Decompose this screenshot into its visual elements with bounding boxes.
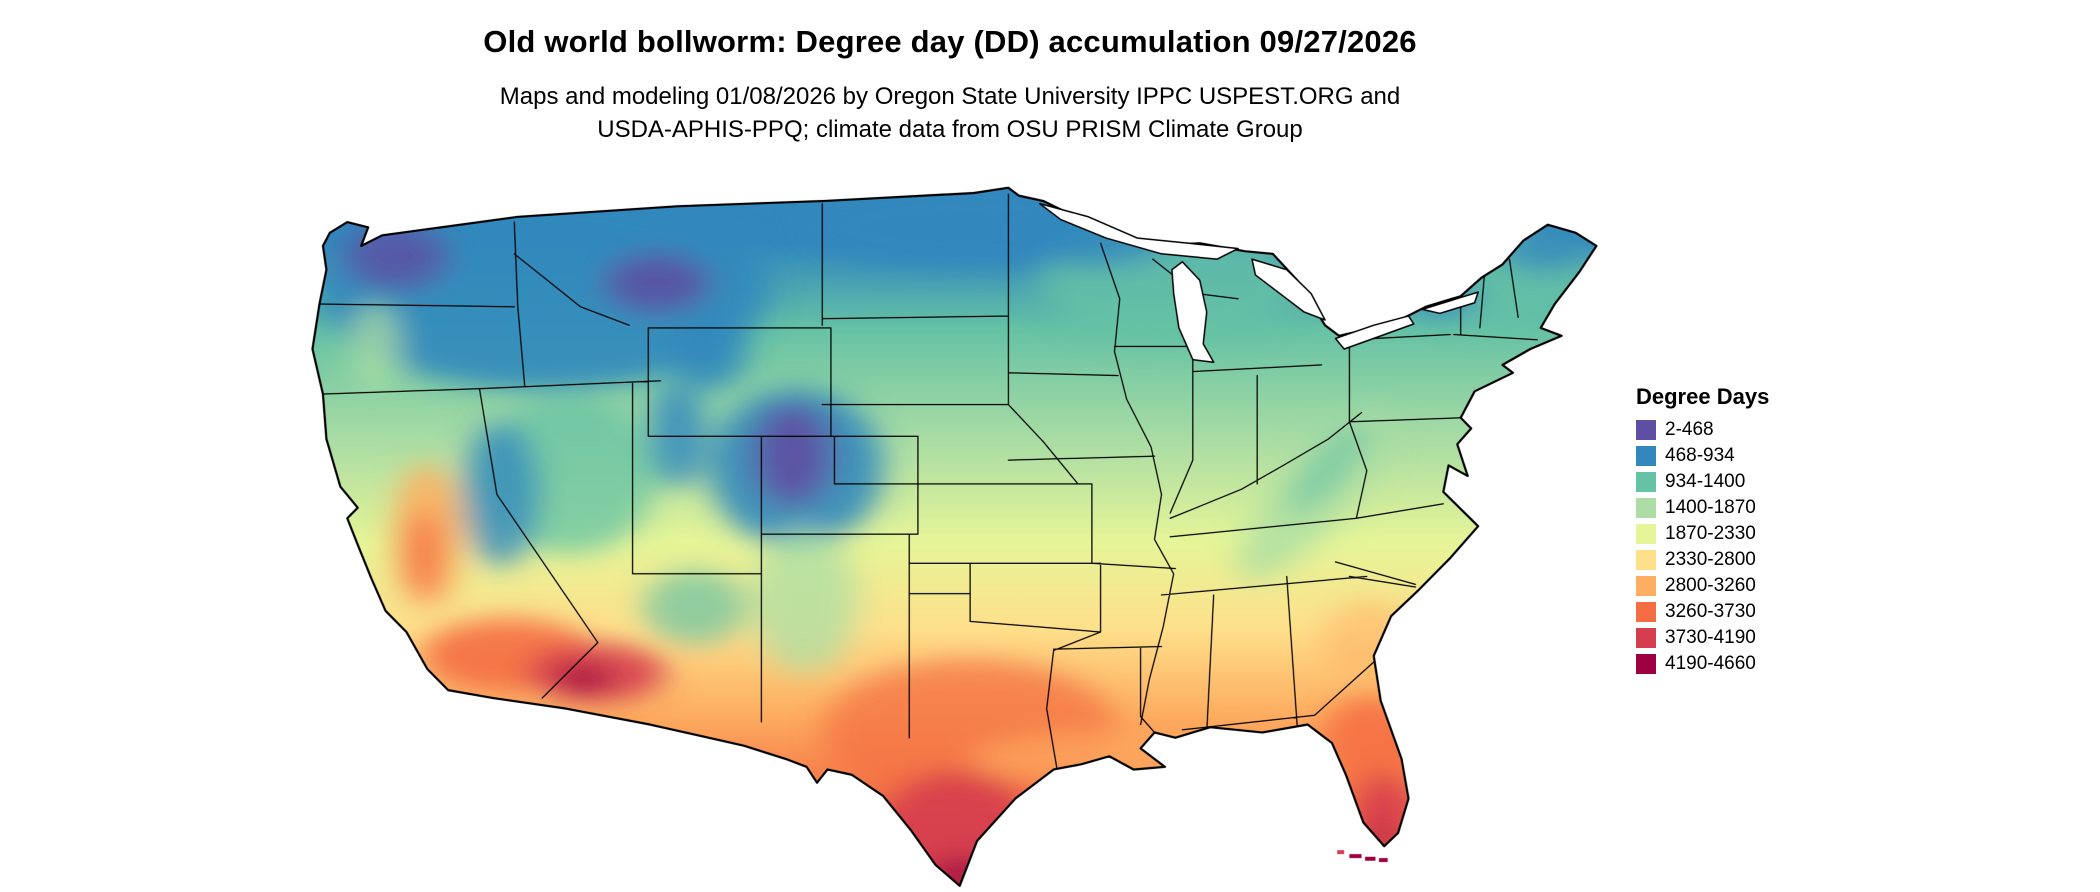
legend-entry: 4190-4660 — [1636, 654, 1769, 674]
legend-entry: 934-1400 — [1636, 472, 1769, 492]
subtitle-line-1: Maps and modeling 01/08/2026 by Oregon S… — [499, 83, 1401, 110]
legend-label: 1870-2330 — [1665, 523, 1756, 544]
florida-keys-marks — [1337, 850, 1388, 863]
degree-day-raster — [312, 187, 1597, 886]
legend-entry: 1870-2330 — [1636, 524, 1769, 544]
legend-swatch — [1636, 654, 1656, 674]
legend-swatch — [1636, 420, 1656, 440]
state-borders — [319, 194, 1537, 769]
legend-swatch — [1636, 446, 1656, 466]
legend-label: 2330-2800 — [1665, 549, 1756, 570]
legend-label: 3260-3730 — [1665, 601, 1756, 622]
legend-label: 2-468 — [1665, 419, 1714, 440]
lake-michigan — [1172, 262, 1214, 362]
lake-ontario — [1422, 292, 1478, 313]
lake-huron — [1252, 259, 1325, 320]
legend-swatch — [1636, 498, 1656, 518]
legend: Degree Days 2-468 468-934 934-1400 1400-187… — [1636, 384, 1769, 674]
legend-swatch — [1636, 576, 1656, 596]
legend-entry: 2330-2800 — [1636, 550, 1769, 570]
legend-entry: 2-468 — [1636, 420, 1769, 440]
us-outline — [312, 188, 1596, 886]
legend-swatch — [1636, 524, 1656, 544]
legend-entries: 2-468 468-934 934-1400 1400-1870 1870-2330 23… — [1636, 420, 1769, 674]
legend-label: 468-934 — [1665, 445, 1735, 466]
great-lakes — [1040, 204, 1478, 363]
legend-entry: 2800-3260 — [1636, 576, 1769, 596]
lake-erie — [1335, 316, 1413, 349]
legend-entry: 3730-4190 — [1636, 628, 1769, 648]
legend-label: 4190-4660 — [1665, 653, 1756, 674]
legend-entry: 1400-1870 — [1636, 498, 1769, 518]
us-degree-day-map — [222, 177, 1666, 892]
legend-swatch — [1636, 550, 1656, 570]
legend-label: 1400-1870 — [1665, 497, 1756, 518]
legend-label: 934-1400 — [1665, 471, 1746, 492]
page-subtitle: Maps and modeling 01/08/2026 by Oregon S… — [0, 80, 1900, 146]
legend-swatch — [1636, 602, 1656, 622]
subtitle-line-2: USDA-APHIS-PPQ; climate data from OSU PR… — [597, 116, 1303, 143]
legend-label: 2800-3260 — [1665, 575, 1756, 596]
legend-title: Degree Days — [1636, 384, 1770, 409]
legend-swatch — [1636, 628, 1656, 648]
legend-label: 3730-4190 — [1665, 627, 1756, 648]
legend-entry: 3260-3730 — [1636, 602, 1769, 622]
legend-swatch — [1636, 472, 1656, 492]
legend-entry: 468-934 — [1636, 446, 1769, 466]
page-title: Old world bollworm: Degree day (DD) accu… — [483, 24, 1417, 59]
lake-superior — [1040, 204, 1238, 260]
